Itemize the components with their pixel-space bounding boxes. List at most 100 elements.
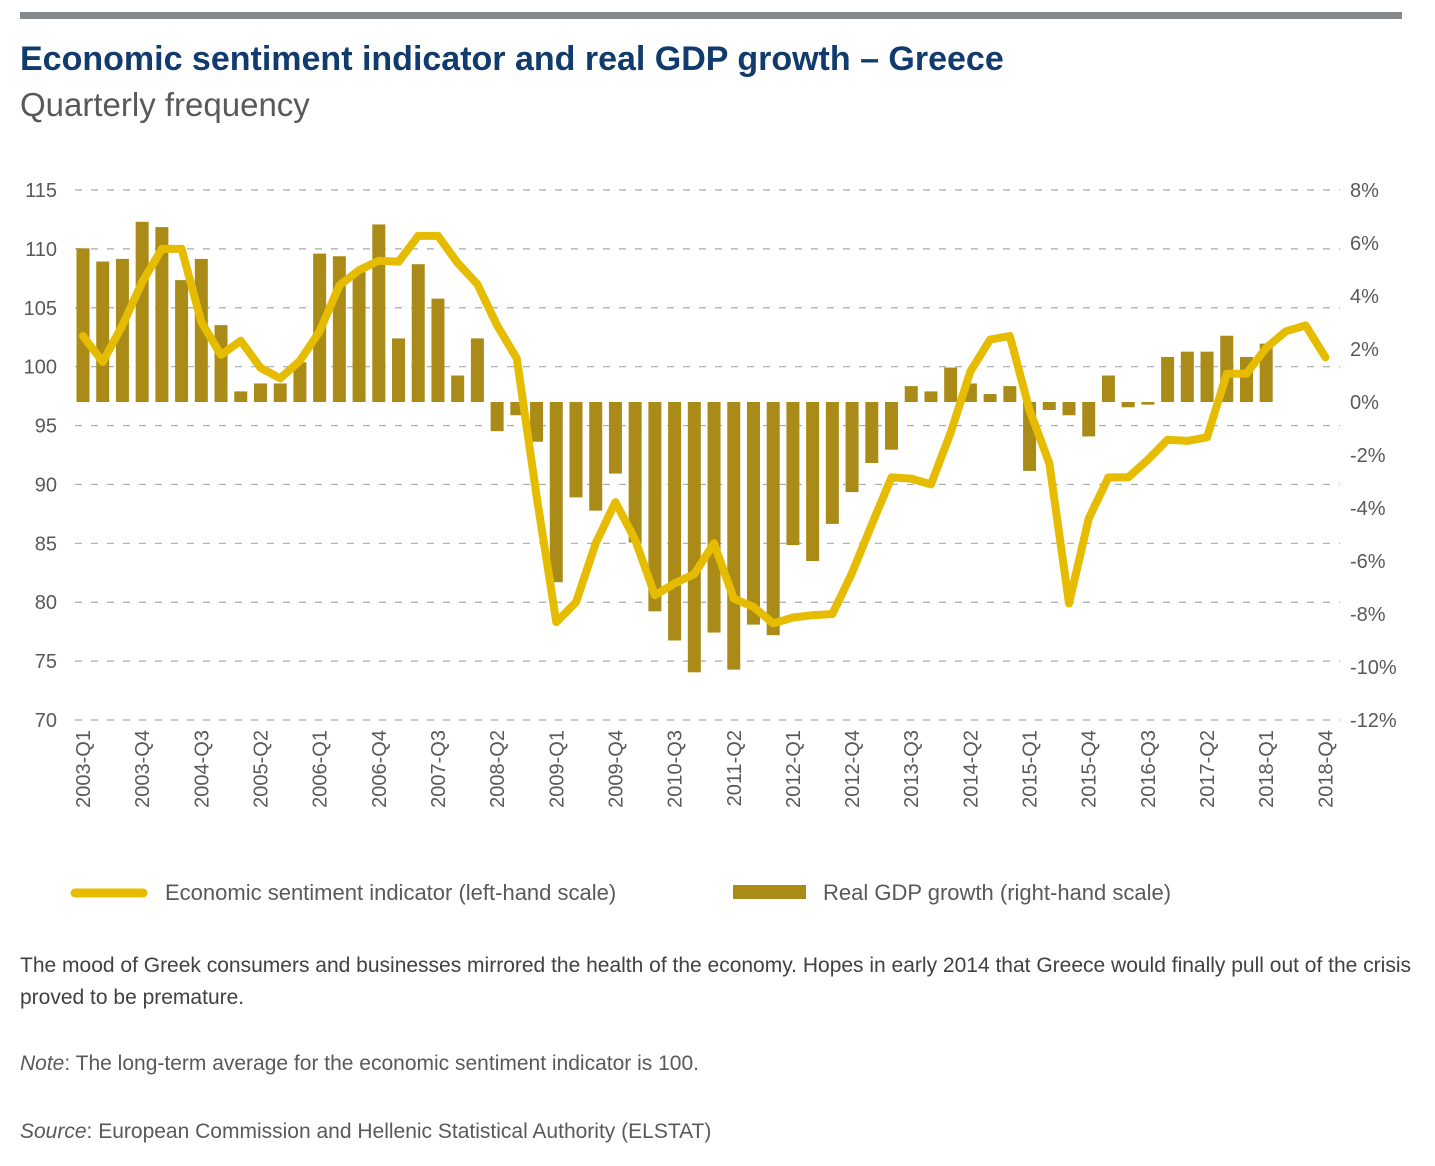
esi-line (79, 231, 1330, 628)
x-tick-label: 2015-Q1 (1020, 730, 1042, 808)
left-tick-label: 110 (25, 239, 57, 261)
left-tick-label: 90 (35, 474, 57, 496)
x-tick-label: 2014-Q2 (960, 730, 982, 808)
left-tick-label: 100 (24, 357, 57, 379)
right-tick-label: -12% (1350, 710, 1397, 732)
right-tick-label: 2% (1350, 339, 1379, 361)
x-tick-label: 2016-Q3 (1138, 730, 1160, 808)
x-axis: 2003-Q1 2003-Q4 2004-Q3 2005-Q2 2006-Q1 2006-… (73, 730, 1337, 808)
right-tick-label: 8% (1350, 180, 1379, 202)
gdp-bar (628, 402, 642, 543)
gdp-bar (1141, 402, 1155, 405)
right-tick-label: -6% (1350, 551, 1386, 573)
x-tick-label: 2012-Q1 (783, 730, 805, 808)
right-tick-label: -4% (1350, 498, 1386, 520)
gdp-bar (1003, 386, 1017, 402)
gdp-bar (96, 261, 110, 402)
chart-caption: The mood of Greek consumers and business… (20, 954, 1412, 1009)
x-tick-label: 2018-Q4 (1315, 730, 1337, 808)
gdp-bar (372, 224, 386, 402)
left-tick-label: 105 (24, 298, 57, 320)
x-tick-label: 2012-Q4 (842, 730, 864, 808)
left-tick-label: 70 (35, 710, 57, 732)
gdp-bar (648, 402, 662, 612)
gdp-bar (569, 402, 583, 498)
x-tick-label: 2004-Q3 (191, 730, 213, 808)
gdp-bar (865, 402, 879, 463)
gdp-bar (392, 338, 406, 402)
right-tick-label: -8% (1350, 604, 1386, 626)
x-tick-label: 2005-Q2 (250, 730, 272, 808)
x-tick-label: 2010-Q3 (665, 730, 687, 808)
right-tick-label: -2% (1350, 445, 1386, 467)
gdp-bar (608, 402, 622, 474)
gdp-bar (175, 280, 189, 402)
gdp-bar (766, 402, 780, 636)
left-tick-label: 75 (35, 651, 57, 673)
gdp-bar (983, 394, 997, 402)
gdp-bar (885, 402, 899, 450)
x-tick-label: 2009-Q4 (605, 730, 627, 808)
note-text: : The long-term average for the economic… (64, 1052, 699, 1075)
legend-label-esi: Economic sentiment indicator (left-hand … (165, 880, 616, 905)
source-label: Source (20, 1120, 87, 1143)
gdp-bar (490, 402, 504, 432)
gdp-bar (727, 402, 741, 670)
gdp-bar (451, 375, 465, 402)
page-subtitle: Quarterly frequency (20, 86, 310, 123)
top-rule (20, 12, 1402, 19)
gdp-bar (293, 362, 307, 402)
gdp-bar (411, 264, 425, 402)
gdp-bar (470, 338, 484, 402)
gdp-bar (1082, 402, 1096, 437)
gdp-bar (687, 402, 701, 673)
gdp-bar (234, 391, 248, 402)
left-axis: 70 75 80 85 90 95 100 105 110 115 (24, 180, 57, 732)
x-tick-label: 2017-Q2 (1197, 730, 1219, 808)
x-tick-label: 2007-Q3 (428, 730, 450, 808)
legend-bar-swatch (733, 885, 806, 899)
note-label: Note (20, 1052, 65, 1075)
x-tick-label: 2015-Q4 (1079, 730, 1101, 808)
x-tick-label: 2013-Q3 (901, 730, 923, 808)
right-tick-label: 4% (1350, 286, 1379, 308)
gdp-bar (1062, 402, 1076, 416)
gdp-bar (1180, 351, 1194, 402)
gdp-bar (786, 402, 800, 546)
x-tick-label: 2008-Q2 (487, 730, 509, 808)
right-tick-label: 6% (1350, 233, 1379, 255)
left-tick-label: 95 (35, 416, 57, 438)
gdp-bar (76, 248, 90, 402)
gdp-bar (1101, 375, 1115, 402)
esi-line-path (79, 231, 1330, 628)
legend: Economic sentiment indicator (left-hand … (70, 880, 1171, 905)
x-tick-label: 2003-Q1 (73, 730, 95, 808)
gdp-bar (1161, 356, 1175, 402)
left-tick-label: 80 (35, 592, 57, 614)
right-tick-label: -10% (1350, 657, 1397, 679)
x-tick-label: 2006-Q4 (369, 730, 391, 808)
right-axis: -12% -10% -8% -6% -4% -2% 0% 2% 4% 6% 8% (1350, 180, 1397, 732)
x-tick-label: 2006-Q1 (310, 730, 332, 808)
gdp-bar (806, 402, 820, 561)
x-tick-label: 2018-Q1 (1256, 730, 1278, 808)
gdp-bar (845, 402, 859, 493)
x-tick-label: 2009-Q1 (546, 730, 568, 808)
gdp-bar (214, 325, 228, 402)
gdp-bar (273, 383, 287, 402)
gdp-bar (352, 272, 366, 402)
gdp-bar (825, 402, 839, 524)
gdp-bar (944, 367, 958, 402)
gdp-bar (707, 402, 721, 633)
x-tick-label: 2011-Q2 (724, 730, 746, 806)
page-title: Economic sentiment indicator and real GD… (20, 40, 1004, 78)
gdp-bar (924, 391, 938, 402)
gdp-bar (1200, 351, 1214, 402)
gdp-bar (1042, 402, 1056, 410)
source-text: : European Commission and Hellenic Stati… (86, 1120, 712, 1143)
gdp-bar (530, 402, 544, 442)
gdp-bar (668, 402, 682, 641)
gdp-bar (549, 402, 563, 583)
left-tick-label: 85 (35, 533, 57, 555)
